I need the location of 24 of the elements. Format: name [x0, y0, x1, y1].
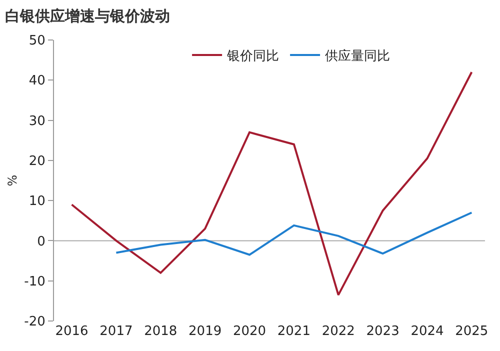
- y-tick-label: -10: [24, 274, 46, 290]
- y-tick-label: 40: [28, 74, 46, 89]
- x-tick-label: 2025: [455, 324, 488, 339]
- chart-title: 白银供应增速与银价波动: [5, 7, 170, 26]
- y-axis-title: %: [5, 174, 20, 186]
- x-tick-label: 2022: [322, 324, 355, 339]
- y-tick-label: 0: [37, 234, 46, 250]
- y-tick-label: -20: [24, 314, 46, 330]
- legend-label: 供应量同比: [325, 48, 390, 64]
- x-tick-label: 2017: [100, 324, 133, 339]
- x-tick-label: 2019: [188, 324, 222, 339]
- legend-label: 银价同比: [226, 49, 280, 64]
- y-tick-label: 20: [28, 154, 46, 169]
- line-series: [70, 71, 473, 296]
- x-tick-label: 2020: [232, 324, 266, 339]
- x-tick-label: 2024: [410, 324, 444, 339]
- x-tick-label: 2016: [55, 324, 88, 339]
- line-series: [115, 212, 473, 256]
- y-tick-label: 10: [28, 194, 46, 210]
- x-tick-label: 2018: [144, 324, 178, 339]
- x-tick-label: 2023: [366, 324, 400, 339]
- y-tick-label: 30: [28, 114, 46, 129]
- y-tick-label: 50: [28, 34, 46, 49]
- x-tick-label: 2021: [277, 324, 310, 339]
